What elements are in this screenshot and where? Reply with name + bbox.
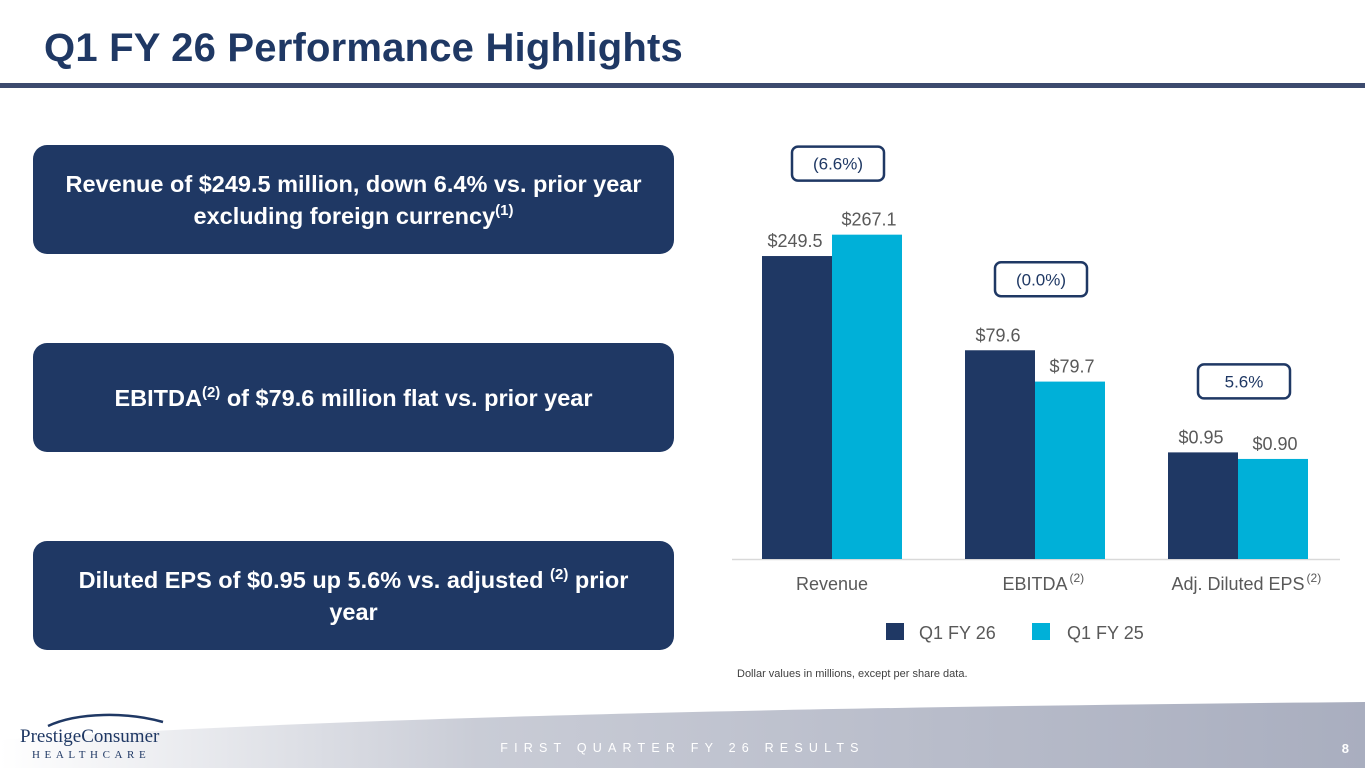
legend-label-q1-fy25: Q1 FY 25 bbox=[1067, 623, 1144, 643]
bar-revenue-q1-fy26 bbox=[762, 256, 832, 559]
category-footnote-ebitda: (2) bbox=[1070, 571, 1085, 585]
eps-callout-lead: Diluted EPS of $0.95 up 5.6% vs. adjuste… bbox=[78, 566, 551, 593]
category-label-adj-diluted-eps: Adj. Diluted EPS bbox=[1171, 574, 1304, 594]
change-badge-text-adj-diluted-eps: 5.6% bbox=[1225, 372, 1264, 391]
eps-callout: Diluted EPS of $0.95 up 5.6% vs. adjuste… bbox=[33, 541, 674, 650]
data-label-ebitda-q1-fy25: $79.7 bbox=[1049, 357, 1094, 377]
bar-chart: $249.5 $267.1 Revenue (6.6%) $79.6 $79.7 EBITD… bbox=[732, 145, 1340, 643]
ebitda-callout-text: EBITDA(2) of $79.6 million flat vs. prio… bbox=[114, 382, 592, 414]
logo-word-healthcare: HEALTHCARE bbox=[32, 749, 150, 761]
page-title: Q1 FY 26 Performance Highlights bbox=[44, 26, 683, 70]
logo-swoosh bbox=[47, 713, 164, 728]
revenue-callout-main: Revenue of $249.5 million, down 6.4% vs.… bbox=[65, 170, 642, 229]
legend-label-q1-fy26: Q1 FY 26 bbox=[919, 623, 996, 643]
ebitda-callout-lead: EBITDA bbox=[114, 384, 202, 411]
bar-ebitda-q1-fy25 bbox=[1035, 381, 1105, 559]
legend-swatch-q1-fy26 bbox=[886, 623, 904, 640]
footer-text: FIRST QUARTER FY 26 RESULTS bbox=[500, 741, 865, 755]
change-badge-text-revenue: (6.6%) bbox=[813, 155, 863, 174]
category-footnote-adj-diluted-eps: (2) bbox=[1307, 571, 1322, 585]
data-label-revenue-q1-fy25: $267.1 bbox=[841, 210, 896, 230]
legend-swatch-q1-fy25 bbox=[1032, 623, 1050, 640]
page-number: 8 bbox=[1341, 741, 1349, 756]
category-label-ebitda: EBITDA bbox=[1002, 574, 1067, 594]
bar-adj-diluted-eps-q1-fy26 bbox=[1168, 452, 1238, 559]
data-label-adj-diluted-eps-q1-fy25: $0.90 bbox=[1252, 434, 1297, 454]
ebitda-callout: EBITDA(2) of $79.6 million flat vs. prio… bbox=[33, 343, 674, 452]
bar-ebitda-q1-fy26 bbox=[965, 350, 1035, 559]
eps-callout-text: Diluted EPS of $0.95 up 5.6% vs. adjuste… bbox=[61, 564, 646, 628]
change-badge-adj-diluted-eps bbox=[1196, 363, 1292, 400]
logo-word-prestige: PrestigeConsumer bbox=[20, 726, 160, 747]
change-badge-revenue bbox=[790, 145, 886, 182]
data-label-adj-diluted-eps-q1-fy26: $0.95 bbox=[1178, 427, 1223, 447]
footer-band bbox=[0, 702, 1365, 768]
title-divider bbox=[0, 83, 1365, 88]
ebitda-footnote-marker: (2) bbox=[201, 383, 221, 401]
change-badge-ebitda bbox=[993, 261, 1089, 298]
change-badge-text-ebitda: (0.0%) bbox=[1016, 270, 1066, 289]
eps-footnote-marker: (2) bbox=[550, 565, 569, 583]
category-label-revenue: Revenue bbox=[796, 574, 868, 594]
eps-callout-tail: prior year bbox=[329, 566, 629, 625]
revenue-footnote-marker: (1) bbox=[495, 201, 514, 219]
ebitda-callout-tail: of $79.6 million flat vs. prior year bbox=[220, 384, 593, 411]
chart-note: Dollar values in millions, except per sh… bbox=[737, 668, 968, 680]
bar-revenue-q1-fy25 bbox=[832, 234, 902, 559]
revenue-callout-text: Revenue of $249.5 million, down 6.4% vs.… bbox=[61, 168, 646, 232]
company-logo: PrestigeConsumer HEALTHCARE bbox=[20, 713, 164, 761]
data-label-revenue-q1-fy26: $249.5 bbox=[767, 231, 822, 251]
bar-adj-diluted-eps-q1-fy25 bbox=[1238, 458, 1308, 559]
revenue-callout: Revenue of $249.5 million, down 6.4% vs.… bbox=[33, 145, 674, 254]
data-label-ebitda-q1-fy26: $79.6 bbox=[975, 325, 1020, 345]
